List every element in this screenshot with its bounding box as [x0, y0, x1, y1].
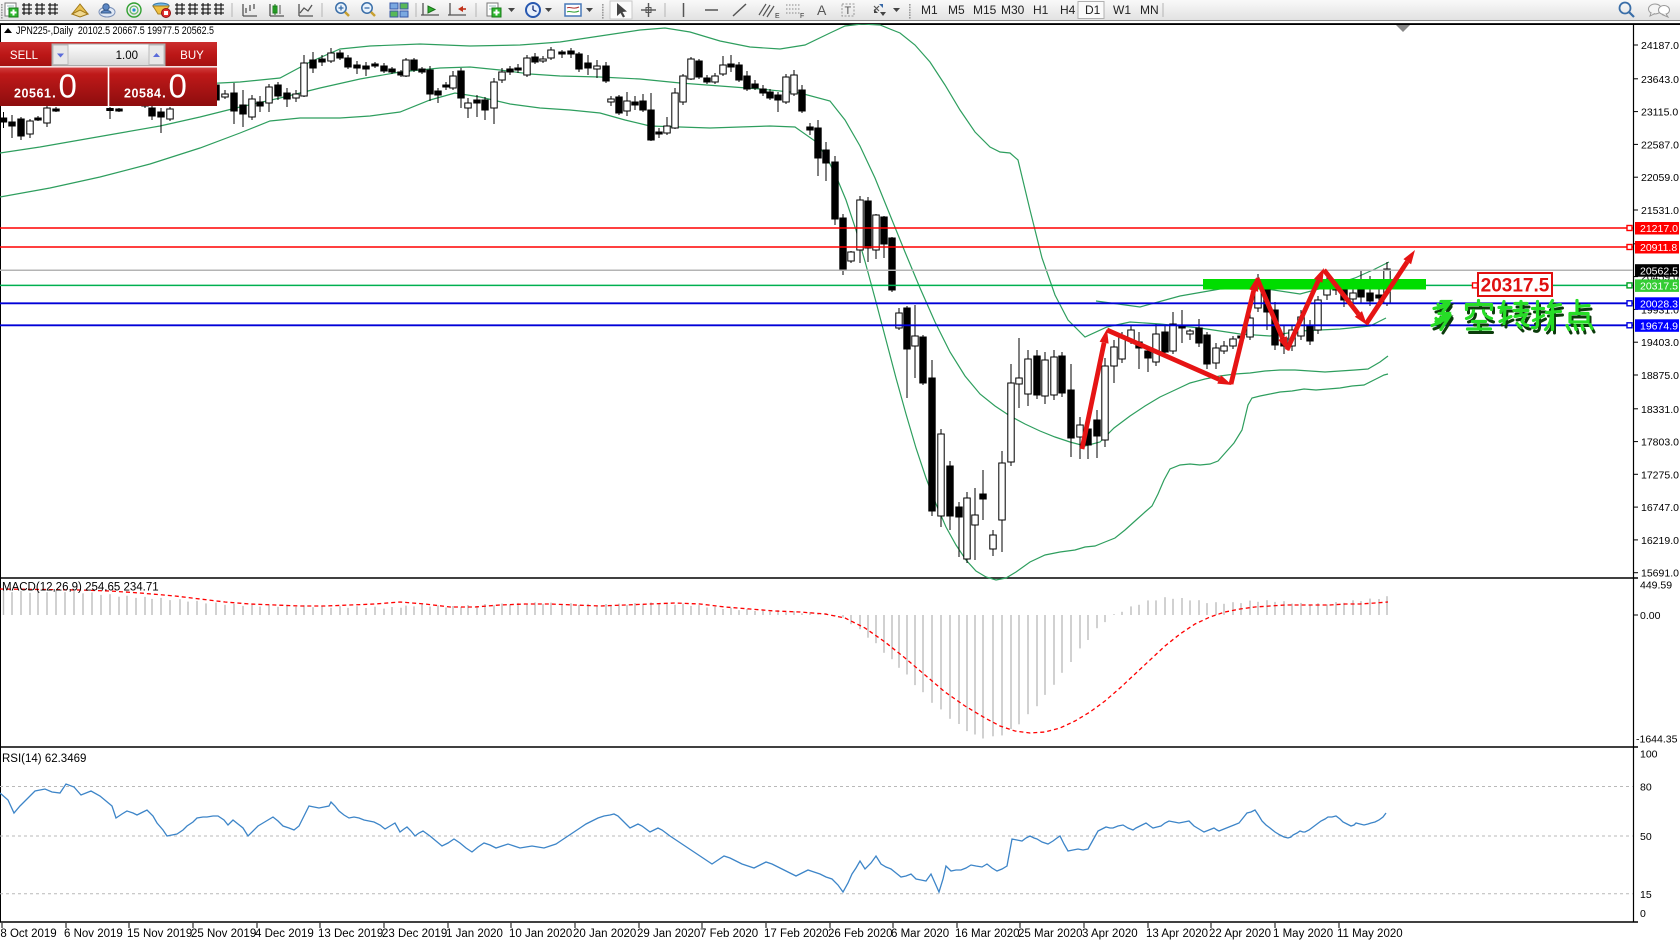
svg-text:SELL: SELL	[10, 50, 39, 62]
svg-text:15: 15	[1640, 889, 1652, 901]
svg-text:7 Feb 2020: 7 Feb 2020	[700, 928, 758, 940]
svg-text:T: T	[845, 5, 852, 17]
svg-text:M1: M1	[921, 3, 938, 17]
svg-text:1 May 2020: 1 May 2020	[1273, 928, 1333, 940]
svg-text:M15: M15	[973, 3, 997, 17]
svg-text:10 Jan 2020: 10 Jan 2020	[509, 928, 572, 940]
svg-text:13 Apr 2020: 13 Apr 2020	[1146, 928, 1208, 940]
svg-text:22587.0: 22587.0	[1641, 139, 1679, 151]
svg-text:23643.0: 23643.0	[1641, 74, 1679, 86]
svg-text:-1644.35: -1644.35	[1636, 734, 1678, 746]
svg-text:16 Mar 2020: 16 Mar 2020	[955, 928, 1020, 940]
svg-text:19674.9: 19674.9	[1640, 321, 1678, 333]
svg-text:20 Jan 2020: 20 Jan 2020	[573, 928, 636, 940]
svg-text:11 May 2020: 11 May 2020	[1337, 928, 1403, 940]
svg-text:23115.0: 23115.0	[1641, 107, 1678, 119]
svg-text:23 Dec 2019: 23 Dec 2019	[382, 928, 447, 940]
svg-text:17 Feb 2020: 17 Feb 2020	[764, 928, 829, 940]
svg-text:16219.0: 16219.0	[1641, 535, 1679, 547]
svg-text:MACD(12,26,9) 254.65 234.71: MACD(12,26,9) 254.65 234.71	[2, 582, 159, 594]
svg-text:13 Dec 2019: 13 Dec 2019	[318, 928, 383, 940]
svg-text:MN: MN	[1140, 3, 1159, 17]
svg-text:50: 50	[1640, 831, 1652, 843]
svg-text:6 Mar 2020: 6 Mar 2020	[891, 928, 949, 940]
svg-text:100: 100	[1640, 749, 1658, 761]
svg-text:20911.8: 20911.8	[1640, 242, 1677, 254]
svg-text:22 Apr 2020: 22 Apr 2020	[1209, 928, 1271, 940]
svg-text:4 Dec 2019: 4 Dec 2019	[255, 928, 314, 940]
svg-text:20584: 20584	[124, 87, 161, 101]
svg-text:20561: 20561	[14, 87, 51, 101]
svg-text:18875.0: 18875.0	[1641, 370, 1679, 382]
svg-text:25 Mar 2020: 25 Mar 2020	[1018, 928, 1083, 940]
svg-text:M30: M30	[1001, 3, 1025, 17]
svg-text:22059.0: 22059.0	[1641, 172, 1679, 184]
svg-text:24187.0: 24187.0	[1641, 40, 1679, 52]
svg-text:D1: D1	[1085, 3, 1101, 17]
svg-text:H1: H1	[1033, 3, 1049, 17]
svg-text:19403.0: 19403.0	[1641, 337, 1679, 349]
svg-text:21217.0: 21217.0	[1640, 223, 1678, 235]
svg-text:28 Oct 2019: 28 Oct 2019	[0, 928, 57, 940]
svg-text:.: .	[52, 85, 56, 101]
svg-text:15 Nov 2019: 15 Nov 2019	[127, 928, 192, 940]
svg-text:3 Apr 2020: 3 Apr 2020	[1082, 928, 1138, 940]
svg-text:80: 80	[1640, 782, 1652, 794]
svg-text:BUY: BUY	[180, 50, 204, 62]
svg-text:H4: H4	[1060, 3, 1076, 17]
svg-text:16747.0: 16747.0	[1641, 502, 1679, 514]
svg-text:20028.3: 20028.3	[1640, 299, 1678, 311]
svg-text:0: 0	[59, 68, 77, 105]
svg-text:M5: M5	[948, 3, 965, 17]
svg-text:A: A	[817, 2, 827, 18]
svg-text:26 Feb 2020: 26 Feb 2020	[828, 928, 893, 940]
svg-text:25 Nov 2019: 25 Nov 2019	[191, 928, 256, 940]
svg-text:17275.0: 17275.0	[1641, 469, 1679, 481]
svg-text:29 Jan 2020: 29 Jan 2020	[637, 928, 700, 940]
svg-text:0.00: 0.00	[1640, 610, 1661, 622]
svg-text:21531.0: 21531.0	[1641, 205, 1679, 217]
svg-text:E: E	[775, 13, 780, 20]
svg-text:RSI(14) 62.3469: RSI(14) 62.3469	[2, 753, 86, 765]
svg-text:0: 0	[1640, 908, 1646, 920]
svg-text:449.59: 449.59	[1640, 580, 1672, 592]
svg-text:F: F	[800, 13, 804, 20]
svg-text:0: 0	[169, 68, 187, 105]
svg-text:20562.5: 20562.5	[1640, 265, 1678, 277]
svg-text:15691.0: 15691.0	[1641, 568, 1679, 580]
svg-text:20317.5: 20317.5	[1640, 281, 1678, 293]
svg-text:1.00: 1.00	[116, 50, 138, 62]
svg-text:6 Nov 2019: 6 Nov 2019	[64, 928, 123, 940]
svg-text:JPN225-,Daily 20102.5 20667.5: JPN225-,Daily 20102.5 20667.5 19977.5 20…	[16, 25, 214, 37]
svg-text:18331.0: 18331.0	[1641, 404, 1679, 416]
svg-text:1 Jan 2020: 1 Jan 2020	[446, 928, 503, 940]
svg-text:.: .	[162, 85, 166, 101]
svg-text:20317.5: 20317.5	[1481, 276, 1550, 297]
svg-text:17803.0: 17803.0	[1641, 437, 1679, 449]
svg-text:W1: W1	[1113, 3, 1131, 17]
